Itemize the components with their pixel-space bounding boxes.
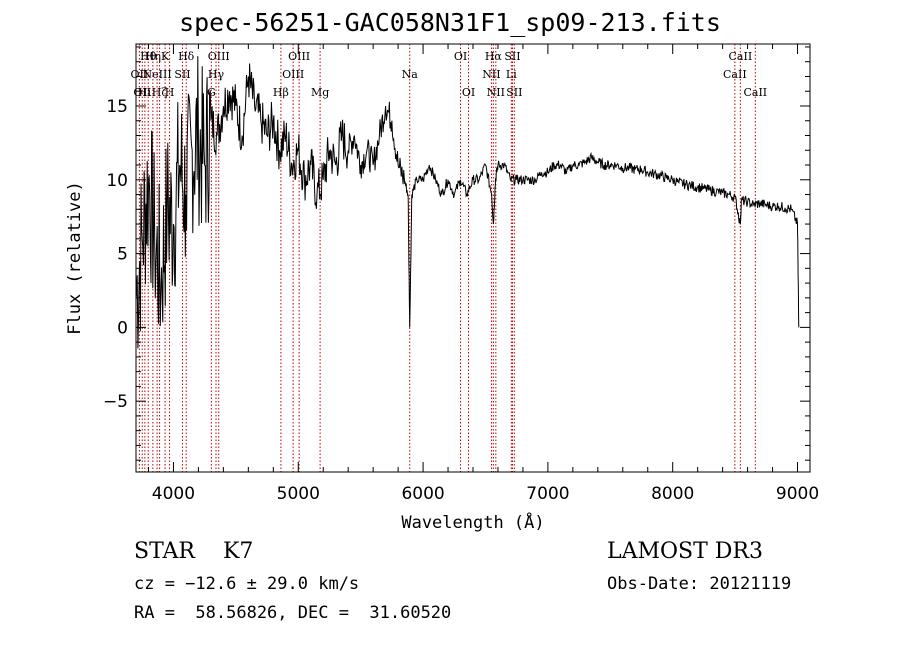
line-marker-label: CaII — [743, 86, 767, 99]
x-axis-label: Wavelength (Å) — [401, 511, 544, 533]
emission-line-markers — [138, 44, 756, 472]
line-marker-label: NeIII — [143, 68, 172, 81]
x-tick-label: 4000 — [152, 484, 195, 504]
x-axis: 4000 5000 6000 7000 8000 9000 — [147, 44, 819, 504]
line-marker-label: OI — [454, 50, 467, 63]
line-marker-label: Na — [402, 68, 419, 81]
line-marker-label: NII — [487, 86, 505, 99]
emission-line-labels: OIIOIIHιHθHηNeIIIHζKHSIIHδGHγOIIIHβOIIIO… — [131, 50, 768, 99]
line-marker-label: K — [161, 50, 170, 63]
x-tick-label: 5000 — [277, 484, 320, 504]
x-tick-label: 8000 — [651, 484, 694, 504]
spectrum-series — [135, 56, 800, 349]
line-marker-label: OI — [462, 86, 475, 99]
x-tick-label: 6000 — [401, 484, 444, 504]
survey-label: LAMOST DR3 — [607, 539, 763, 564]
y-tick-label: −5 — [103, 392, 128, 412]
x-tick-label: 7000 — [526, 484, 569, 504]
line-marker-label: OIII — [282, 68, 304, 81]
line-marker-label: NII — [482, 68, 500, 81]
obs-date-label: Obs-Date: 20121119 — [607, 574, 792, 594]
y-tick-label: 10 — [106, 171, 128, 191]
line-marker-label: CaII — [723, 68, 747, 81]
line-marker-label: Hθ — [140, 50, 157, 63]
line-marker-label: G — [207, 86, 216, 99]
spectrum-line — [135, 56, 800, 349]
line-marker-label: SII — [174, 68, 190, 81]
redshift-label: cz = −12.6 ± 29.0 km/s — [134, 574, 360, 594]
line-marker-label: Hγ — [208, 68, 225, 81]
line-marker-label: OII — [131, 68, 149, 81]
y-tick-label: 15 — [106, 97, 128, 117]
coordinates-label: RA = 58.56826, DEC = 31.60520 — [134, 603, 452, 623]
line-marker-label: CaII — [729, 50, 753, 63]
x-tick-label: 9000 — [776, 484, 819, 504]
y-axis-label: Flux (relative) — [65, 181, 85, 335]
line-marker-label: Li — [506, 68, 517, 81]
line-marker-label: OIII — [208, 50, 230, 63]
line-marker-label: SII — [504, 50, 520, 63]
line-marker-label: OIII — [288, 50, 310, 63]
y-tick-label: 0 — [117, 318, 128, 338]
y-tick-label: 5 — [117, 245, 128, 265]
line-marker-label: Hη — [145, 50, 161, 63]
line-marker-label: SII — [506, 86, 522, 99]
chart-title: spec-56251-GAC058N31F1_sp09-213.fits — [179, 8, 721, 37]
line-marker-label: Hζ — [152, 86, 168, 99]
y-axis: −5 0 5 10 15 — [103, 46, 810, 461]
line-marker-label: Hδ — [178, 50, 195, 63]
line-marker-label: H — [165, 86, 175, 99]
class-label: STAR K7 — [134, 539, 254, 564]
line-marker-label: Mg — [311, 86, 329, 99]
line-marker-label: OII — [133, 86, 151, 99]
line-marker-label: Hα — [485, 50, 503, 63]
line-marker-label: Hβ — [273, 86, 289, 99]
line-marker-label: Hι — [138, 86, 152, 99]
